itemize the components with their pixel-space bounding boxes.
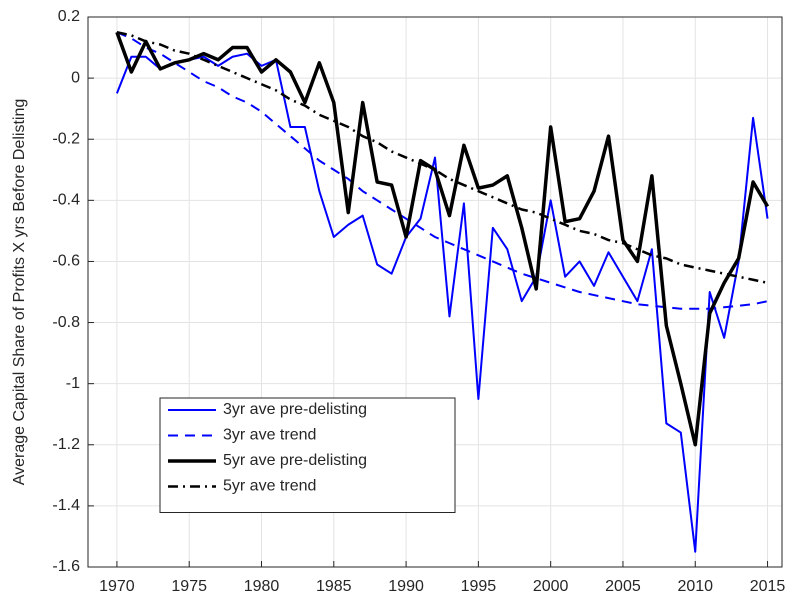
- series-line: [115, 52, 769, 553]
- x-tick-label: 1985: [316, 578, 352, 595]
- x-tick-label: 2015: [750, 578, 786, 595]
- y-tick-label: -0.2: [52, 130, 80, 147]
- series-line: [116, 31, 768, 310]
- x-tick-label: 1980: [244, 578, 280, 595]
- y-tick-label: -1.2: [52, 436, 80, 453]
- y-tick-label: -1: [66, 375, 80, 392]
- y-tick-label: -0.6: [52, 253, 80, 270]
- x-tick-label: 2000: [533, 578, 569, 595]
- x-tick-label: 1970: [99, 578, 135, 595]
- y-tick-label: 0.2: [58, 8, 80, 25]
- legend-label: 5yr ave pre-delisting: [223, 452, 367, 469]
- series-line: [116, 31, 768, 285]
- legend-label: 3yr ave pre-delisting: [223, 401, 367, 418]
- y-tick-label: -1.4: [52, 497, 80, 514]
- legend-label: 5yr ave trend: [223, 478, 316, 495]
- y-axis-label: Average Capital Share of Profits X yrs B…: [11, 99, 28, 486]
- series-line: [115, 31, 770, 447]
- plot-frame: [87, 16, 783, 568]
- legend-label: 3yr ave trend: [223, 427, 316, 444]
- y-tick-label: -1.6: [52, 558, 80, 575]
- legend-box: [159, 397, 456, 513]
- y-tick-label: -0.4: [52, 192, 80, 209]
- y-tick-label: 0: [71, 69, 80, 86]
- x-tick-label: 2010: [677, 578, 713, 595]
- x-tick-label: 1975: [171, 578, 207, 595]
- x-tick-label: 1990: [388, 578, 424, 595]
- y-tick-label: -0.8: [52, 314, 80, 331]
- x-tick-label: 1995: [461, 578, 497, 595]
- x-tick-label: 2005: [605, 578, 641, 595]
